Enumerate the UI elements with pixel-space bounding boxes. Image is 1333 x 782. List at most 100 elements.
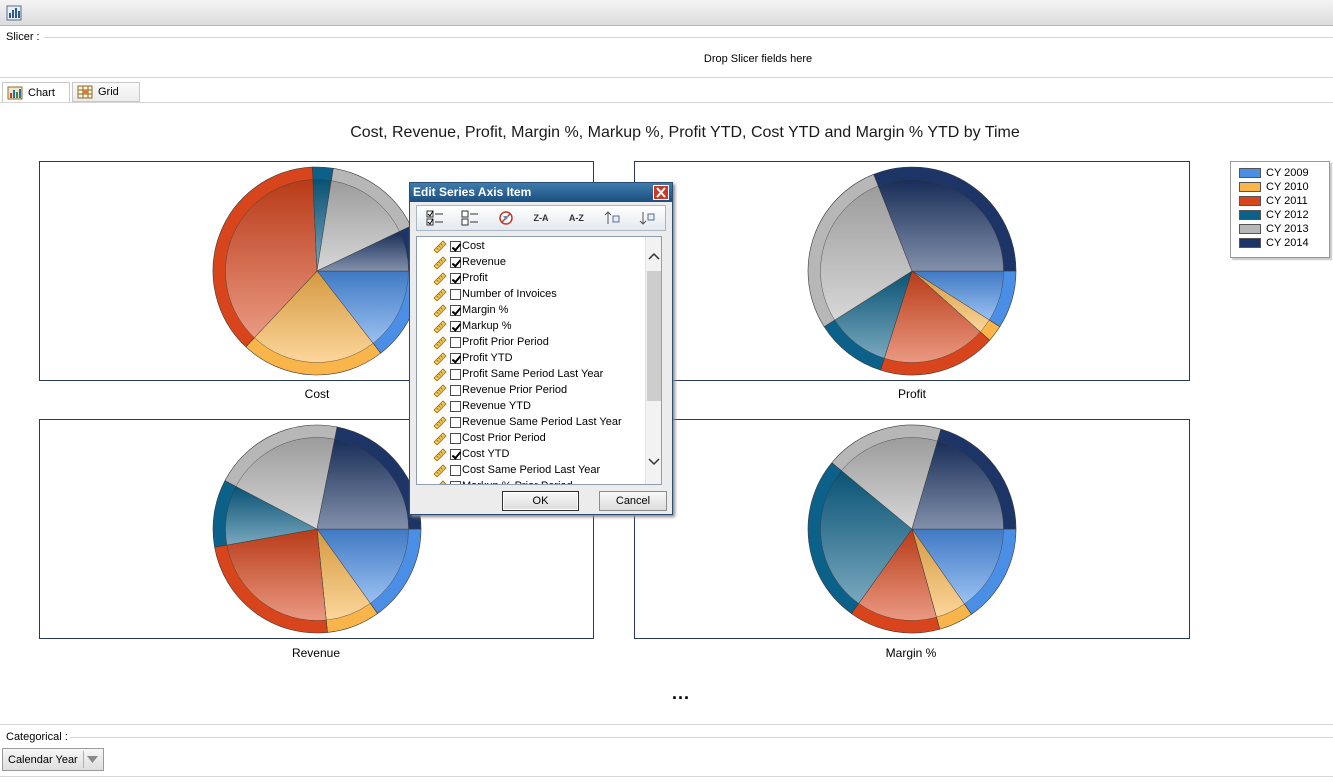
series-item[interactable]: Revenue: [417, 254, 506, 270]
legend-swatch: [1239, 210, 1261, 220]
legend-swatch: [1239, 182, 1261, 192]
series-item-label: Profit Prior Period: [462, 336, 549, 348]
slicer-label: Slicer :: [6, 31, 40, 43]
clear-filter-icon[interactable]: [493, 208, 519, 228]
move-up-icon[interactable]: [599, 208, 625, 228]
series-item-checkbox[interactable]: [450, 448, 461, 460]
uncheck-all-icon[interactable]: [457, 208, 483, 228]
series-item[interactable]: Cost Same Period Last Year: [417, 462, 600, 478]
series-item-checkbox[interactable]: [450, 416, 461, 428]
scroll-up-icon[interactable]: [648, 251, 660, 261]
series-item-checkbox[interactable]: [450, 240, 461, 252]
measure-icon: [433, 368, 447, 381]
legend-item: CY 2012: [1239, 208, 1309, 222]
measure-icon: [433, 304, 447, 317]
series-item-checkbox[interactable]: [450, 288, 461, 300]
series-item[interactable]: Cost Prior Period: [417, 430, 546, 446]
categorical-label: Categorical :: [6, 731, 68, 743]
ok-button[interactable]: OK: [502, 491, 579, 511]
dropdown-arrow-icon[interactable]: [83, 751, 101, 768]
series-item-list[interactable]: Cost Revenue Profit Number of Invoices Margi…: [416, 236, 662, 485]
legend-label: CY 2010: [1266, 181, 1309, 193]
series-item[interactable]: Revenue YTD: [417, 398, 531, 414]
series-item-checkbox[interactable]: [450, 480, 461, 484]
pie-slice-face: [254, 270, 374, 363]
series-item[interactable]: Profit Prior Period: [417, 334, 549, 350]
series-item-checkbox[interactable]: [450, 464, 461, 476]
pie-slice-face: [235, 437, 335, 530]
sort-ascending-icon[interactable]: A-Z: [568, 213, 584, 223]
series-item-checkbox[interactable]: [450, 320, 461, 332]
series-item[interactable]: Markup % Prior Period: [417, 478, 573, 484]
tab-grid[interactable]: Grid: [72, 82, 140, 102]
series-item-checkbox[interactable]: [450, 368, 461, 380]
pie-slice-face: [316, 270, 409, 344]
pie-slice-face: [834, 270, 913, 359]
series-item-checkbox[interactable]: [450, 272, 461, 284]
calendar-year-label: Calendar Year: [8, 753, 78, 766]
series-item-checkbox[interactable]: [450, 304, 461, 316]
series-item[interactable]: Profit YTD: [417, 350, 513, 366]
measure-icon: [433, 320, 447, 333]
series-item[interactable]: Number of Invoices: [417, 286, 557, 302]
slicer-drop-zone[interactable]: Drop Slicer fields here: [703, 53, 813, 65]
series-item-label: Markup %: [462, 320, 512, 332]
pie-label-revenue: Revenue: [291, 646, 341, 660]
pie-label-profit: Profit: [897, 387, 926, 401]
series-item-checkbox[interactable]: [450, 432, 461, 444]
series-item-label: Number of Invoices: [462, 288, 557, 300]
close-icon[interactable]: [653, 185, 669, 200]
tab-chart-label: Chart: [28, 86, 55, 99]
list-scrollbar[interactable]: [645, 237, 661, 484]
series-item-label: Revenue: [462, 256, 507, 268]
legend-label: CY 2012: [1266, 209, 1309, 221]
legend-item: CY 2009: [1239, 166, 1309, 180]
series-item-label: Margin %: [462, 304, 509, 316]
chart-title: Cost, Revenue, Profit, Margin %, Markup …: [350, 124, 1020, 141]
chart-toggle-icon[interactable]: [6, 5, 22, 21]
chart-legend: CY 2009 CY 2010 CY 2011 CY 2012 CY 2013 …: [1230, 161, 1330, 258]
move-down-icon[interactable]: [634, 208, 660, 228]
series-item-checkbox[interactable]: [450, 384, 461, 396]
check-all-icon[interactable]: [422, 208, 448, 228]
pie-chart-3: [807, 424, 1017, 634]
series-item[interactable]: Revenue Same Period Last Year: [417, 414, 622, 430]
pie-slice-face: [225, 179, 318, 338]
series-item-checkbox[interactable]: [450, 256, 461, 268]
series-item-checkbox[interactable]: [450, 352, 461, 364]
scroll-thumb[interactable]: [647, 271, 661, 401]
series-item[interactable]: Margin %: [417, 302, 508, 318]
edit-series-dialog: Edit Series Axis Item Z-A A-Z Cost Revenu…: [409, 182, 673, 515]
series-item[interactable]: Profit: [417, 270, 488, 286]
dialog-toolbar: Z-A A-Z: [416, 205, 666, 231]
series-item-label: Revenue Prior Period: [462, 384, 568, 396]
more-charts-indicator[interactable]: ...: [672, 683, 691, 703]
top-toolbar: [0, 0, 1333, 26]
pie-label-cost: Cost: [304, 387, 330, 401]
legend-swatch: [1239, 196, 1261, 206]
series-item-checkbox[interactable]: [450, 400, 461, 412]
scroll-down-icon[interactable]: [648, 457, 660, 467]
measure-icon: [433, 448, 447, 461]
pie-slice-face: [911, 440, 1004, 530]
pie-slice-face: [820, 470, 913, 604]
series-item-label: Cost YTD: [462, 448, 510, 460]
slicer-divider: [44, 37, 1333, 38]
legend-swatch: [1239, 238, 1261, 248]
series-item[interactable]: Profit Same Period Last Year: [417, 366, 603, 382]
measure-icon: [433, 384, 447, 397]
series-item[interactable]: Cost: [417, 238, 485, 254]
series-item[interactable]: Cost YTD: [417, 446, 509, 462]
series-item-checkbox[interactable]: [450, 336, 461, 348]
legend-item: CY 2011: [1239, 194, 1308, 208]
series-item[interactable]: Revenue Prior Period: [417, 382, 567, 398]
grid-icon: [77, 85, 93, 99]
sort-descending-icon[interactable]: Z-A: [533, 213, 549, 223]
calendar-year-field[interactable]: Calendar Year: [2, 748, 104, 771]
series-item[interactable]: Markup %: [417, 318, 512, 334]
series-item-label: Revenue YTD: [462, 400, 531, 412]
tab-chart[interactable]: Chart: [2, 82, 70, 102]
cancel-button[interactable]: Cancel: [599, 491, 667, 511]
pie-slice-face: [226, 528, 327, 621]
